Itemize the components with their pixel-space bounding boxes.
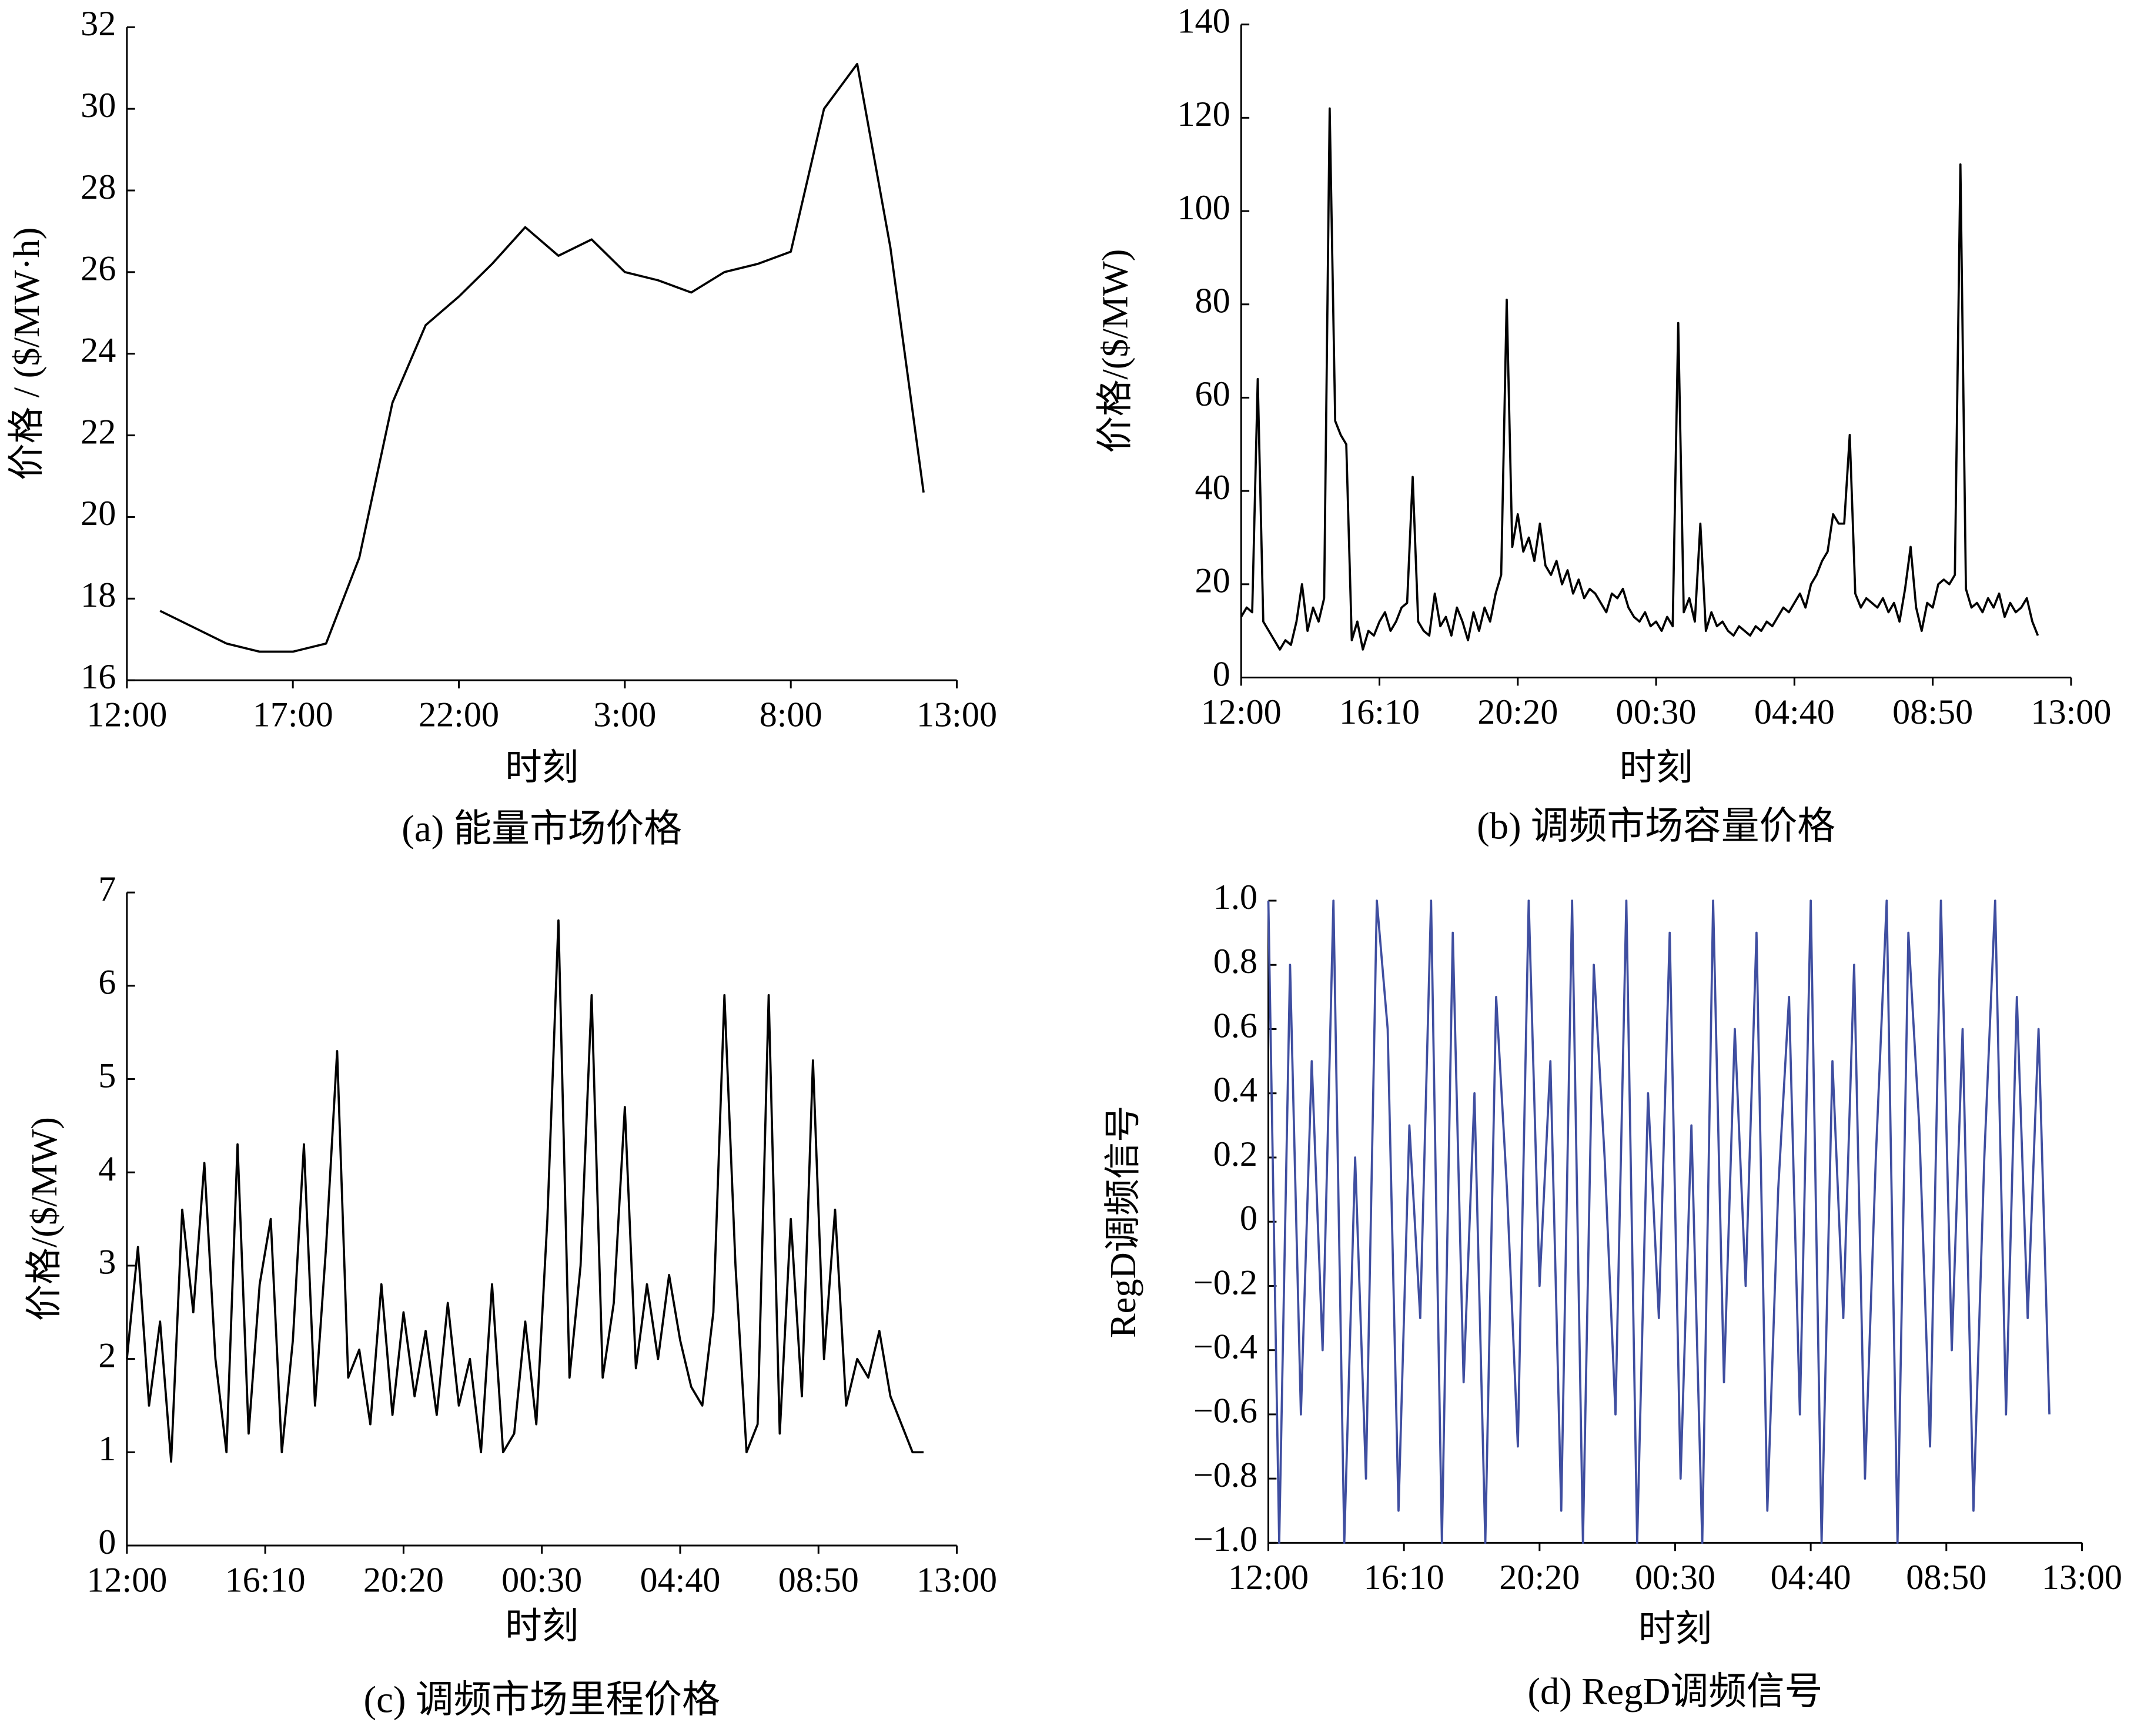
y-tick-label: 2 [98, 1336, 116, 1375]
caption: (a) 能量市场价格 [402, 808, 682, 850]
x-tick-label: 22:00 [419, 695, 499, 735]
y-axis-label: RegD调频信号 [1102, 1105, 1143, 1338]
y-axis-label: 价格 / ($/MW·h) [6, 228, 47, 480]
y-tick-label: 0.8 [1213, 942, 1257, 981]
data-line [1240, 107, 2039, 651]
y-tick-label: 60 [1195, 374, 1230, 414]
x-tick-label: 00:30 [501, 1561, 582, 1600]
y-tick-label: 30 [81, 86, 116, 125]
x-tick-label: 17:00 [253, 695, 333, 735]
x-tick-label: 04:40 [1771, 1558, 1851, 1597]
x-axis-label: 时刻 [505, 1605, 578, 1647]
y-tick-label: 20 [81, 494, 116, 533]
y-tick-label: 18 [81, 576, 116, 615]
y-tick-label: 0 [1240, 1199, 1257, 1238]
x-tick-label: 08:50 [778, 1561, 859, 1600]
y-tick-label: 26 [81, 249, 116, 289]
y-tick-label: 6 [98, 963, 116, 1002]
y-tick-label: 16 [81, 657, 116, 697]
x-tick-label: 20:20 [363, 1561, 444, 1600]
y-tick-label: −0.4 [1193, 1327, 1257, 1366]
x-tick-label: 13:00 [917, 695, 997, 735]
y-tick-label: 120 [1177, 95, 1230, 134]
y-tick-label: 32 [81, 4, 116, 44]
caption: (b) 调频市场容量价格 [1477, 805, 1835, 848]
x-tick-label: 16:10 [1339, 693, 1420, 732]
y-tick-label: 0.4 [1213, 1071, 1257, 1110]
y-axis-label: 价格/($/MW) [1094, 249, 1135, 453]
y-tick-label: 3 [98, 1243, 116, 1282]
y-axis-label: 价格/($/MW) [24, 1117, 65, 1321]
x-tick-label: 12:00 [86, 1561, 167, 1600]
x-axis-label: 时刻 [1638, 1608, 1712, 1649]
y-tick-label: −0.8 [1193, 1456, 1257, 1495]
y-tick-label: 24 [81, 331, 116, 370]
y-tick-label: 28 [81, 168, 116, 207]
y-tick-label: 5 [98, 1056, 116, 1095]
data-line [126, 919, 924, 1463]
x-tick-label: 20:20 [1499, 1558, 1580, 1597]
x-tick-label: 04:40 [1754, 693, 1835, 732]
caption: (d) RegD调频信号 [1527, 1670, 1822, 1712]
x-tick-label: 3:00 [593, 695, 656, 735]
y-tick-label: −1.0 [1193, 1520, 1257, 1559]
data-line [1267, 899, 2051, 1544]
x-tick-label: 12:00 [1201, 693, 1282, 732]
x-axis-label: 时刻 [1620, 747, 1693, 788]
x-tick-label: 12:00 [86, 695, 167, 735]
x-tick-label: 16:10 [1364, 1558, 1444, 1597]
y-tick-label: 140 [1177, 1, 1230, 41]
y-tick-label: 0 [1213, 654, 1230, 694]
caption: (c) 调频市场里程价格 [364, 1678, 720, 1721]
y-tick-label: 1 [98, 1429, 116, 1469]
x-axis-label: 时刻 [505, 747, 578, 788]
x-tick-label: 13:00 [2031, 693, 2111, 732]
y-tick-label: 0.6 [1213, 1006, 1257, 1045]
y-tick-label: −0.6 [1193, 1392, 1257, 1431]
x-tick-label: 00:30 [1616, 693, 1697, 732]
x-tick-label: 13:00 [917, 1561, 997, 1600]
x-tick-label: 04:40 [640, 1561, 720, 1600]
y-tick-label: 22 [81, 412, 116, 451]
y-tick-label: 7 [98, 869, 116, 909]
x-tick-label: 8:00 [760, 695, 822, 735]
y-tick-label: 100 [1177, 188, 1230, 228]
y-tick-label: 80 [1195, 282, 1230, 321]
data-line [159, 62, 925, 653]
y-tick-label: −0.2 [1193, 1263, 1257, 1302]
x-tick-label: 13:00 [2042, 1558, 2122, 1597]
x-tick-label: 16:10 [225, 1561, 306, 1600]
y-tick-label: 40 [1195, 468, 1230, 507]
y-tick-label: 0.2 [1213, 1135, 1257, 1174]
x-tick-label: 20:20 [1477, 693, 1558, 732]
y-tick-label: 4 [98, 1149, 116, 1189]
x-tick-label: 08:50 [1892, 693, 1973, 732]
y-tick-label: 20 [1195, 561, 1230, 601]
x-tick-label: 08:50 [1906, 1558, 1986, 1597]
y-tick-label: 0 [98, 1523, 116, 1562]
y-tick-label: 1.0 [1213, 878, 1257, 917]
x-tick-label: 12:00 [1228, 1558, 1309, 1597]
x-tick-label: 00:30 [1635, 1558, 1715, 1597]
